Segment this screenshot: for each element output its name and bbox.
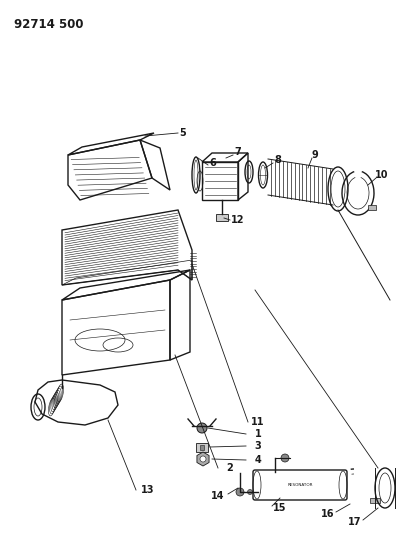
Text: 2: 2	[226, 463, 233, 473]
Bar	[368, 205, 376, 210]
Circle shape	[197, 423, 207, 433]
Text: 1: 1	[255, 429, 261, 439]
Text: 4: 4	[255, 455, 261, 465]
Text: 92714 500: 92714 500	[14, 18, 84, 31]
Text: 9: 9	[312, 150, 318, 160]
Text: 11: 11	[251, 417, 265, 427]
Text: 16: 16	[321, 509, 335, 519]
Circle shape	[236, 488, 244, 496]
Circle shape	[200, 456, 206, 462]
Text: 14: 14	[211, 491, 225, 501]
Text: 12: 12	[231, 215, 245, 225]
Text: 13: 13	[141, 485, 155, 495]
Text: 17: 17	[348, 517, 362, 527]
Text: 6: 6	[210, 158, 217, 168]
Bar	[196, 443, 208, 452]
Text: 10: 10	[375, 170, 389, 180]
Text: 5: 5	[179, 128, 186, 138]
Bar	[216, 214, 228, 221]
Bar	[200, 445, 204, 450]
Circle shape	[281, 454, 289, 462]
Text: 3: 3	[255, 441, 261, 451]
Bar	[370, 498, 380, 503]
Circle shape	[248, 489, 252, 495]
Text: 7: 7	[235, 147, 241, 157]
Text: 8: 8	[275, 155, 281, 165]
Text: 15: 15	[273, 503, 287, 513]
Text: RESONATOR: RESONATOR	[287, 483, 313, 487]
